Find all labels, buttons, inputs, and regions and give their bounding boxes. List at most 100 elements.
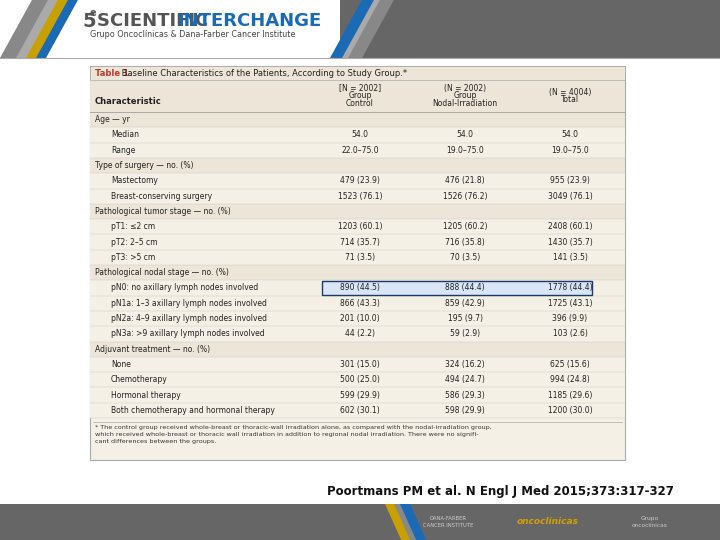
Bar xyxy=(90,158,625,173)
Text: 599 (29.9): 599 (29.9) xyxy=(340,390,380,400)
Bar xyxy=(90,280,625,295)
Text: 1523 (76.1): 1523 (76.1) xyxy=(338,192,382,201)
Text: Breast-conserving surgery: Breast-conserving surgery xyxy=(111,192,212,201)
Bar xyxy=(90,234,625,249)
Text: 586 (29.3): 586 (29.3) xyxy=(445,390,485,400)
Text: 625 (15.6): 625 (15.6) xyxy=(550,360,590,369)
Text: 602 (30.1): 602 (30.1) xyxy=(340,406,380,415)
Text: Type of surgery — no. (%): Type of surgery — no. (%) xyxy=(95,161,194,170)
Polygon shape xyxy=(0,0,54,58)
Bar xyxy=(90,403,625,418)
Text: 2408 (60.1): 2408 (60.1) xyxy=(548,222,593,231)
Text: Characteristic: Characteristic xyxy=(95,98,162,106)
Text: Range: Range xyxy=(111,146,135,155)
Text: [N = 2002]: [N = 2002] xyxy=(339,84,381,92)
Text: Group: Group xyxy=(454,91,477,100)
Text: DANA-FARBER
CANCER INSTITUTE: DANA-FARBER CANCER INSTITUTE xyxy=(423,516,473,528)
Text: 716 (35.8): 716 (35.8) xyxy=(445,238,485,247)
Bar xyxy=(90,341,625,357)
Text: 476 (21.8): 476 (21.8) xyxy=(445,177,485,185)
Bar xyxy=(90,265,625,280)
Text: 500 (25.0): 500 (25.0) xyxy=(340,375,380,384)
Text: 396 (9.9): 396 (9.9) xyxy=(552,314,588,323)
Text: Adjuvant treatment — no. (%): Adjuvant treatment — no. (%) xyxy=(95,345,210,354)
Text: Mastectomy: Mastectomy xyxy=(111,177,158,185)
Text: 1185 (29.6): 1185 (29.6) xyxy=(548,390,592,400)
Text: pT2: 2–5 cm: pT2: 2–5 cm xyxy=(111,238,158,247)
Text: Chemotherapy: Chemotherapy xyxy=(111,375,168,384)
Text: Baseline Characteristics of the Patients, According to Study Group.*: Baseline Characteristics of the Patients… xyxy=(119,69,407,78)
Text: Age — yr: Age — yr xyxy=(95,115,130,124)
Bar xyxy=(90,66,625,460)
Text: 598 (29.9): 598 (29.9) xyxy=(445,406,485,415)
Bar xyxy=(90,387,625,403)
Text: 19.0–75.0: 19.0–75.0 xyxy=(551,146,589,155)
Text: 890 (44.5): 890 (44.5) xyxy=(340,284,380,293)
Text: SCIENTIFIC: SCIENTIFIC xyxy=(97,12,215,30)
Text: 301 (15.0): 301 (15.0) xyxy=(340,360,380,369)
Bar xyxy=(322,281,592,295)
Text: 201 (10.0): 201 (10.0) xyxy=(340,314,380,323)
Text: None: None xyxy=(111,360,131,369)
Bar xyxy=(0,0,340,58)
Text: 5: 5 xyxy=(82,12,96,31)
Text: 70 (3.5): 70 (3.5) xyxy=(450,253,480,262)
Text: 955 (23.9): 955 (23.9) xyxy=(550,177,590,185)
Text: Grupo
oncoclínicas: Grupo oncoclínicas xyxy=(632,516,668,528)
Bar xyxy=(90,66,625,80)
Text: pT3: >5 cm: pT3: >5 cm xyxy=(111,253,156,262)
Text: 1778 (44.4): 1778 (44.4) xyxy=(548,284,593,293)
Bar xyxy=(90,249,625,265)
Text: Hormonal therapy: Hormonal therapy xyxy=(111,390,181,400)
Text: Poortmans PM et al. N Engl J Med 2015;373:317-327: Poortmans PM et al. N Engl J Med 2015;37… xyxy=(327,485,673,498)
Text: Table 1.: Table 1. xyxy=(95,69,132,78)
Polygon shape xyxy=(348,0,394,58)
Text: 494 (24.7): 494 (24.7) xyxy=(445,375,485,384)
Text: * The control group received whole-breast or thoracic-wall irradiation alone, as: * The control group received whole-breas… xyxy=(95,425,492,444)
Text: pN3a: >9 axillary lymph nodes involved: pN3a: >9 axillary lymph nodes involved xyxy=(111,329,265,339)
Text: Control: Control xyxy=(346,99,374,109)
Text: (N = 2002): (N = 2002) xyxy=(444,84,486,92)
Bar xyxy=(90,219,625,234)
Polygon shape xyxy=(330,0,376,58)
Text: 71 (3.5): 71 (3.5) xyxy=(345,253,375,262)
Text: 54.0: 54.0 xyxy=(351,131,369,139)
Polygon shape xyxy=(394,504,417,540)
Text: 59 (2.9): 59 (2.9) xyxy=(450,329,480,339)
Text: Pathological nodal stage — no. (%): Pathological nodal stage — no. (%) xyxy=(95,268,229,277)
Text: pN1a: 1–3 axillary lymph nodes involved: pN1a: 1–3 axillary lymph nodes involved xyxy=(111,299,267,308)
Text: Group: Group xyxy=(348,91,372,100)
Polygon shape xyxy=(385,504,411,540)
Text: Median: Median xyxy=(111,131,139,139)
Text: 19.0–75.0: 19.0–75.0 xyxy=(446,146,484,155)
Text: pN2a: 4–9 axillary lymph nodes involved: pN2a: 4–9 axillary lymph nodes involved xyxy=(111,314,267,323)
Text: 195 (9.7): 195 (9.7) xyxy=(448,314,482,323)
Text: 1430 (35.7): 1430 (35.7) xyxy=(548,238,593,247)
Text: Pathological tumor stage — no. (%): Pathological tumor stage — no. (%) xyxy=(95,207,230,216)
Text: 44 (2.2): 44 (2.2) xyxy=(345,329,375,339)
Text: 54.0: 54.0 xyxy=(456,131,474,139)
Bar xyxy=(90,143,625,158)
Text: INTERCHANGE: INTERCHANGE xyxy=(177,12,321,30)
Text: 888 (44.4): 888 (44.4) xyxy=(445,284,485,293)
Bar xyxy=(90,295,625,311)
Text: 714 (35.7): 714 (35.7) xyxy=(340,238,380,247)
Text: 1205 (60.2): 1205 (60.2) xyxy=(443,222,487,231)
Bar xyxy=(90,372,625,387)
Text: 324 (16.2): 324 (16.2) xyxy=(445,360,485,369)
Text: 1200 (30.0): 1200 (30.0) xyxy=(548,406,593,415)
Bar xyxy=(90,188,625,204)
Text: 994 (24.8): 994 (24.8) xyxy=(550,375,590,384)
Bar xyxy=(90,127,625,143)
Text: 103 (2.6): 103 (2.6) xyxy=(552,329,588,339)
Text: pN0: no axillary lymph nodes involved: pN0: no axillary lymph nodes involved xyxy=(111,284,258,293)
Bar xyxy=(90,311,625,326)
Bar xyxy=(90,326,625,341)
Bar xyxy=(90,112,625,127)
Text: 3049 (76.1): 3049 (76.1) xyxy=(548,192,593,201)
Polygon shape xyxy=(36,0,78,58)
Text: pT1: ≤2 cm: pT1: ≤2 cm xyxy=(111,222,155,231)
Polygon shape xyxy=(26,0,70,58)
Polygon shape xyxy=(400,504,426,540)
Text: e: e xyxy=(90,8,96,18)
